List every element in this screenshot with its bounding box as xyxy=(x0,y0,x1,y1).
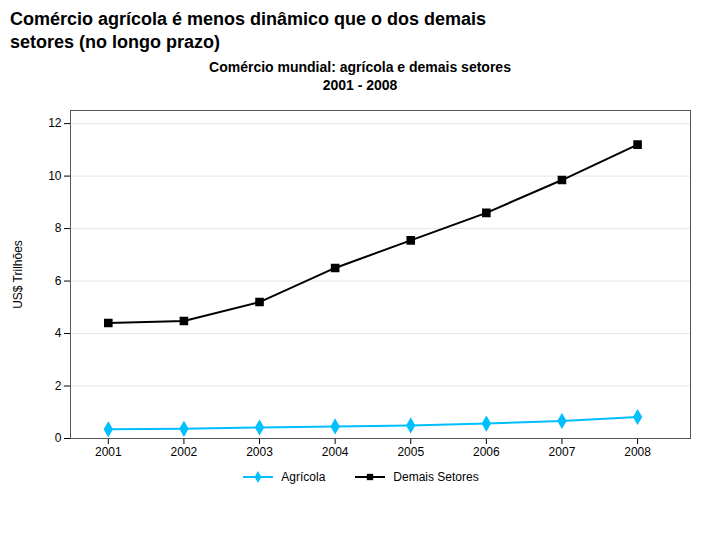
svg-text:2007: 2007 xyxy=(549,445,576,459)
svg-text:2001: 2001 xyxy=(95,445,122,459)
svg-text:0: 0 xyxy=(55,431,62,445)
html-text:Demais Setores: Demais Setores xyxy=(393,470,479,484)
html-text:Comércio mundial: agrícola e d: Comércio mundial: agrícola e demais seto… xyxy=(209,59,511,93)
svg-text:2008: 2008 xyxy=(624,445,651,459)
svg-text:2: 2 xyxy=(55,379,62,393)
svg-text:10: 10 xyxy=(48,169,62,183)
svg-text:2003: 2003 xyxy=(246,445,273,459)
svg-text:4: 4 xyxy=(55,326,62,340)
svg-text:6: 6 xyxy=(55,274,62,288)
svg-text:2005: 2005 xyxy=(397,445,424,459)
svg-text:2006: 2006 xyxy=(473,445,500,459)
html-text:Agrícola: Agrícola xyxy=(281,470,326,484)
svg-text:2004: 2004 xyxy=(322,445,349,459)
svg-text:US$ Trilhões: US$ Trilhões xyxy=(11,240,25,309)
html-text:Comércio agrícola é menos dinâ: Comércio agrícola é menos dinâmico que o… xyxy=(10,9,487,52)
svg-text:2002: 2002 xyxy=(171,445,198,459)
svg-text:8: 8 xyxy=(55,221,62,235)
svg-text:12: 12 xyxy=(48,116,62,130)
